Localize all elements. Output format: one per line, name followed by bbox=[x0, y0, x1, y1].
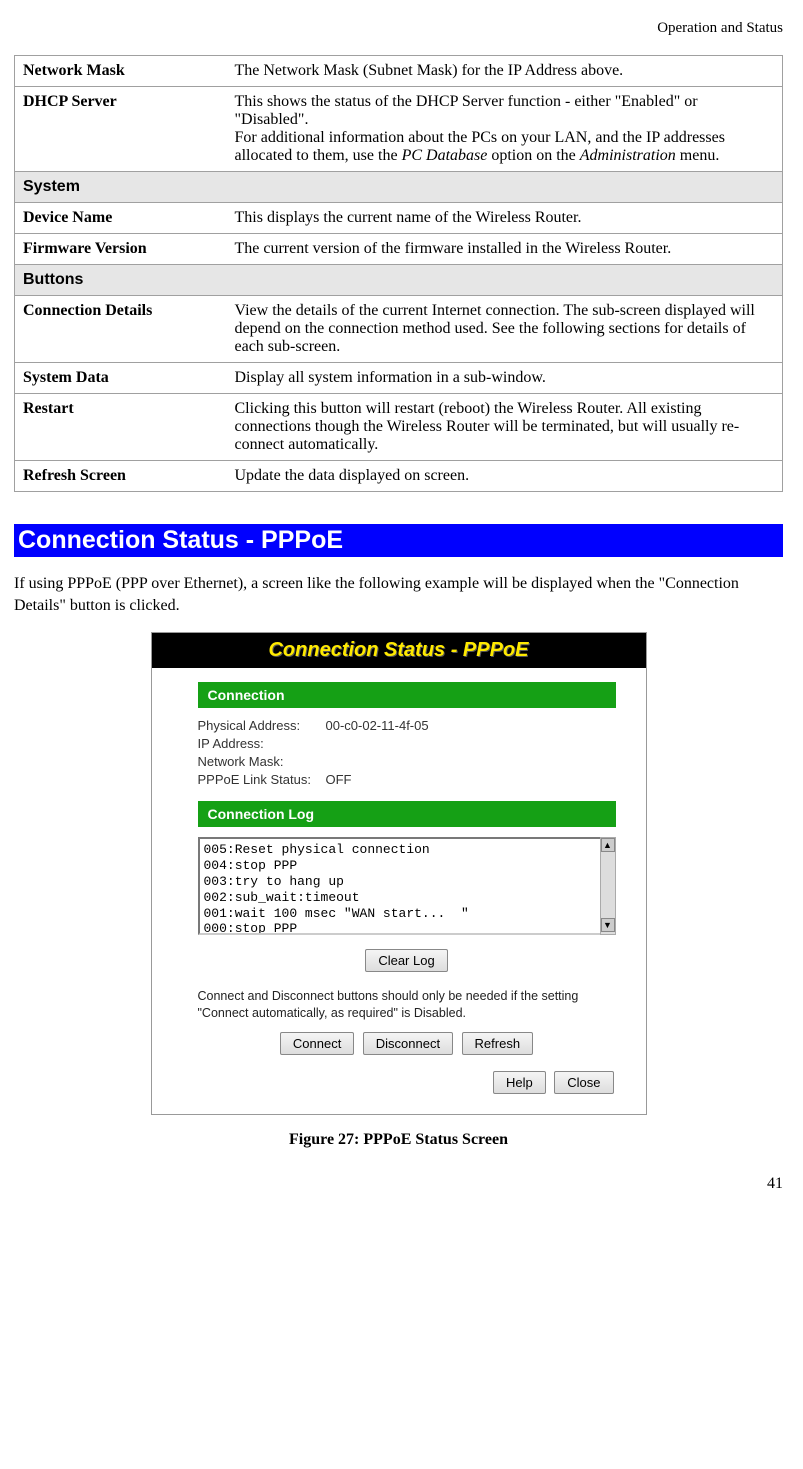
help-button[interactable]: Help bbox=[493, 1071, 546, 1094]
table-row: Connection Details View the details of t… bbox=[15, 296, 783, 363]
connection-fields: Physical Address:00-c0-02-11-4f-05 IP Ad… bbox=[198, 718, 616, 787]
screenshot-title: Connection Status - PPPoE bbox=[152, 633, 646, 668]
page-header-section: Operation and Status bbox=[14, 20, 783, 37]
table-row: Network Mask The Network Mask (Subnet Ma… bbox=[15, 56, 783, 87]
section-label: System bbox=[15, 172, 783, 203]
row-label: Refresh Screen bbox=[15, 461, 227, 492]
row-desc: Clicking this button will restart (reboo… bbox=[227, 394, 783, 461]
screenshot-note: Connect and Disconnect buttons should on… bbox=[198, 988, 616, 1022]
refresh-button[interactable]: Refresh bbox=[462, 1032, 534, 1055]
row-desc: The current version of the firmware inst… bbox=[227, 234, 783, 265]
field-key: IP Address: bbox=[198, 736, 326, 751]
field-value: 00-c0-02-11-4f-05 bbox=[326, 718, 429, 733]
screenshot-subhead-log: Connection Log bbox=[198, 801, 616, 827]
section-row-system: System bbox=[15, 172, 783, 203]
table-row: DHCP Server This shows the status of the… bbox=[15, 87, 783, 172]
description-table: Network Mask The Network Mask (Subnet Ma… bbox=[14, 55, 783, 492]
clear-log-button[interactable]: Clear Log bbox=[365, 949, 447, 972]
table-row: Device Name This displays the current na… bbox=[15, 203, 783, 234]
field-key: Network Mask: bbox=[198, 754, 326, 769]
row-desc: View the details of the current Internet… bbox=[227, 296, 783, 363]
connect-button[interactable]: Connect bbox=[280, 1032, 354, 1055]
field-key: Physical Address: bbox=[198, 718, 326, 733]
intro-text: If using PPPoE (PPP over Ethernet), a sc… bbox=[14, 573, 783, 616]
section-heading: Connection Status - PPPoE bbox=[14, 524, 783, 557]
close-button[interactable]: Close bbox=[554, 1071, 613, 1094]
row-desc: The Network Mask (Subnet Mask) for the I… bbox=[227, 56, 783, 87]
disconnect-button[interactable]: Disconnect bbox=[363, 1032, 453, 1055]
table-row: Firmware Version The current version of … bbox=[15, 234, 783, 265]
row-desc: Display all system information in a sub-… bbox=[227, 363, 783, 394]
log-textarea[interactable]: 005:Reset physical connection 004:stop P… bbox=[198, 837, 616, 935]
page-number: 41 bbox=[14, 1175, 783, 1193]
row-label: DHCP Server bbox=[15, 87, 227, 172]
field-value: OFF bbox=[326, 772, 352, 787]
section-row-buttons: Buttons bbox=[15, 265, 783, 296]
row-desc: This shows the status of the DHCP Server… bbox=[227, 87, 783, 172]
row-label: Restart bbox=[15, 394, 227, 461]
scroll-down-icon[interactable]: ▼ bbox=[601, 918, 615, 932]
table-row: Refresh Screen Update the data displayed… bbox=[15, 461, 783, 492]
scroll-up-icon[interactable]: ▲ bbox=[601, 838, 615, 852]
screenshot-window: Connection Status - PPPoE Connection Phy… bbox=[151, 632, 647, 1115]
row-label: Connection Details bbox=[15, 296, 227, 363]
table-row: Restart Clicking this button will restar… bbox=[15, 394, 783, 461]
field-key: PPPoE Link Status: bbox=[198, 772, 326, 787]
row-desc: This displays the current name of the Wi… bbox=[227, 203, 783, 234]
figure-caption: Figure 27: PPPoE Status Screen bbox=[14, 1131, 783, 1149]
table-row: System Data Display all system informati… bbox=[15, 363, 783, 394]
row-desc: Update the data displayed on screen. bbox=[227, 461, 783, 492]
row-label: Firmware Version bbox=[15, 234, 227, 265]
log-scrollbar[interactable]: ▲ ▼ bbox=[600, 837, 616, 935]
screenshot-subhead-connection: Connection bbox=[198, 682, 616, 708]
section-label: Buttons bbox=[15, 265, 783, 296]
row-label: Network Mask bbox=[15, 56, 227, 87]
row-label: Device Name bbox=[15, 203, 227, 234]
row-label: System Data bbox=[15, 363, 227, 394]
